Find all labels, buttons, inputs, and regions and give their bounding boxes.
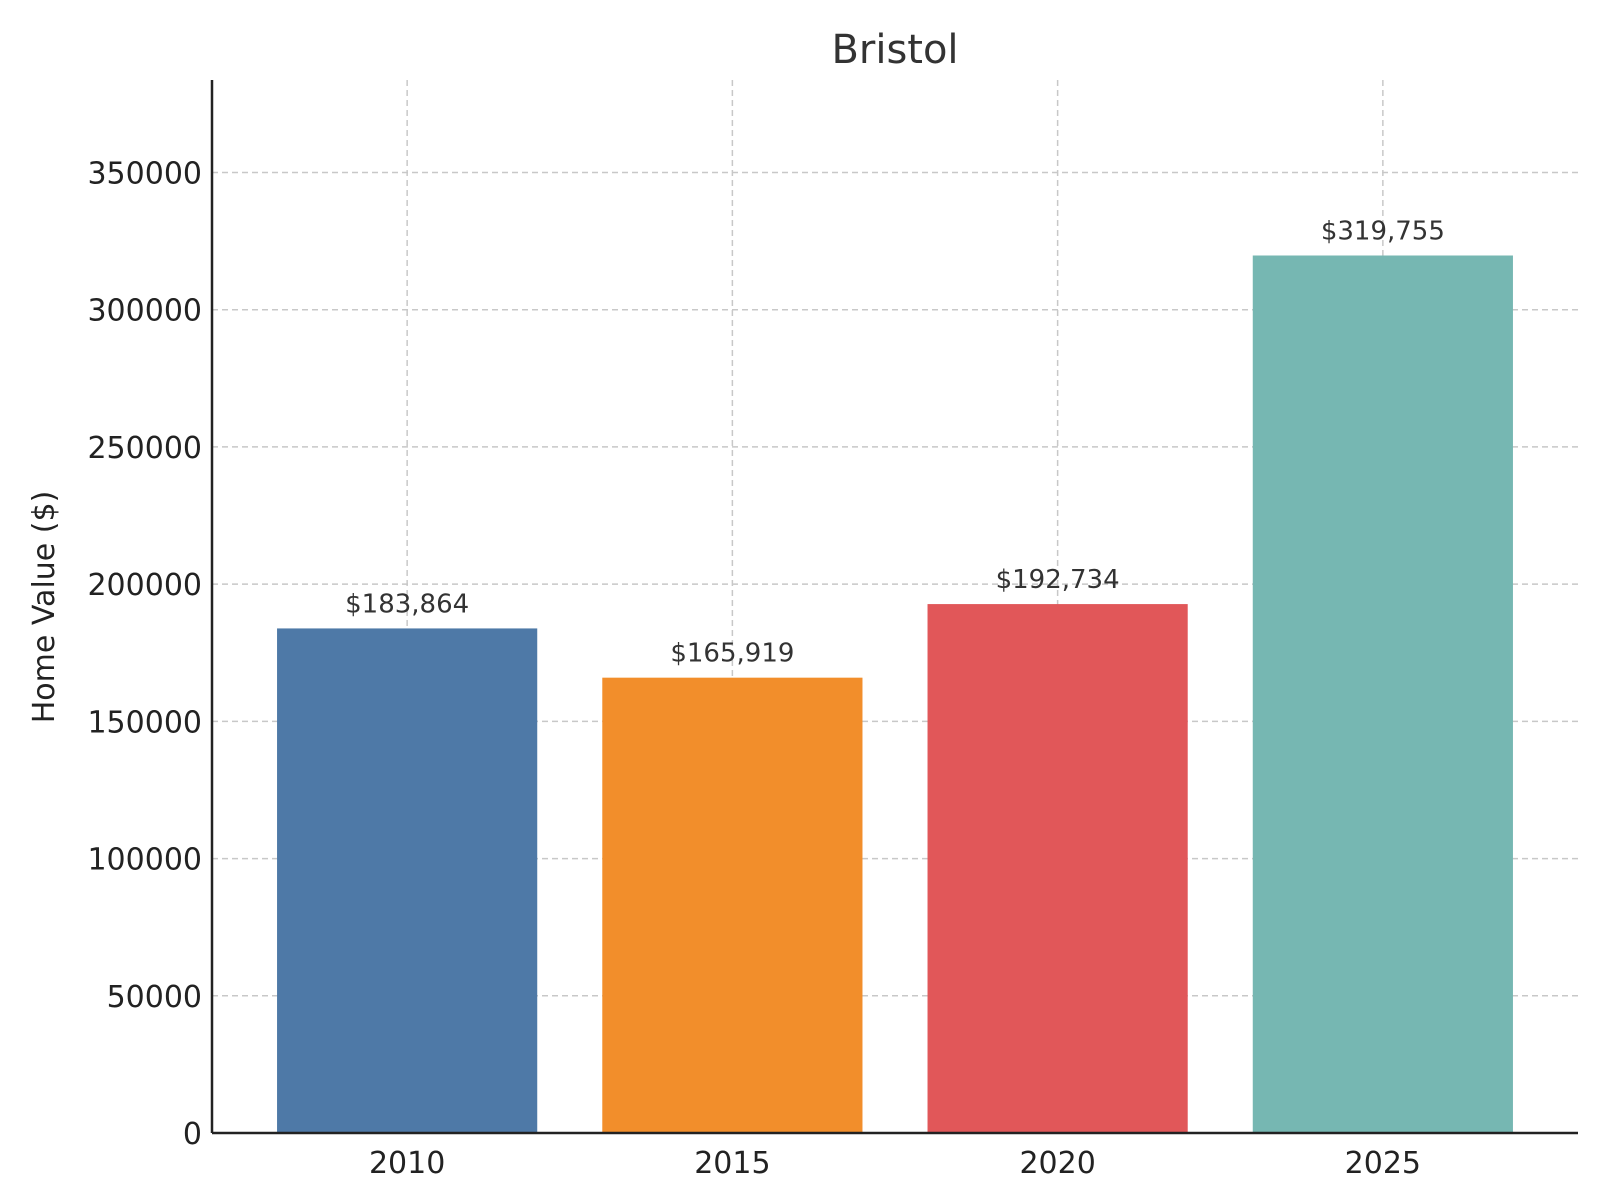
bar-2015 (602, 677, 863, 1133)
x-tick-label-2010: 2010 (369, 1146, 445, 1181)
y-tick-label: 250000 (87, 431, 202, 466)
data-label-2020: $192,734 (996, 565, 1120, 595)
bar-2020 (927, 604, 1188, 1133)
bars (277, 255, 1513, 1133)
data-label-2010: $183,864 (345, 589, 469, 619)
y-tick-label: 200000 (87, 568, 202, 603)
y-tick-label: 100000 (87, 843, 202, 878)
y-tick-labels: 0 50000 100000 150000 200000 250000 300000 3500… (87, 156, 202, 1152)
chart-title: Bristol (831, 27, 958, 73)
y-tick-label: 50000 (107, 980, 202, 1015)
data-label-2015: $165,919 (670, 639, 794, 669)
x-tick-label-2020: 2020 (1019, 1146, 1095, 1181)
x-tick-labels: 2010 2015 2020 2025 (369, 1146, 1421, 1181)
bar-2010 (277, 628, 538, 1133)
data-labels: $183,864 $165,919 $192,734 $319,755 (345, 217, 1445, 669)
data-label-2025: $319,755 (1321, 217, 1445, 247)
y-tick-label: 350000 (87, 156, 202, 191)
y-tick-label: 0 (183, 1117, 202, 1152)
bar-2025 (1252, 255, 1513, 1133)
x-tick-label-2025: 2025 (1345, 1146, 1421, 1181)
y-tick-label: 300000 (87, 294, 202, 329)
y-tick-label: 150000 (87, 705, 202, 740)
x-tick-label-2015: 2015 (694, 1146, 770, 1181)
y-axis-label: Home Value ($) (27, 491, 62, 724)
